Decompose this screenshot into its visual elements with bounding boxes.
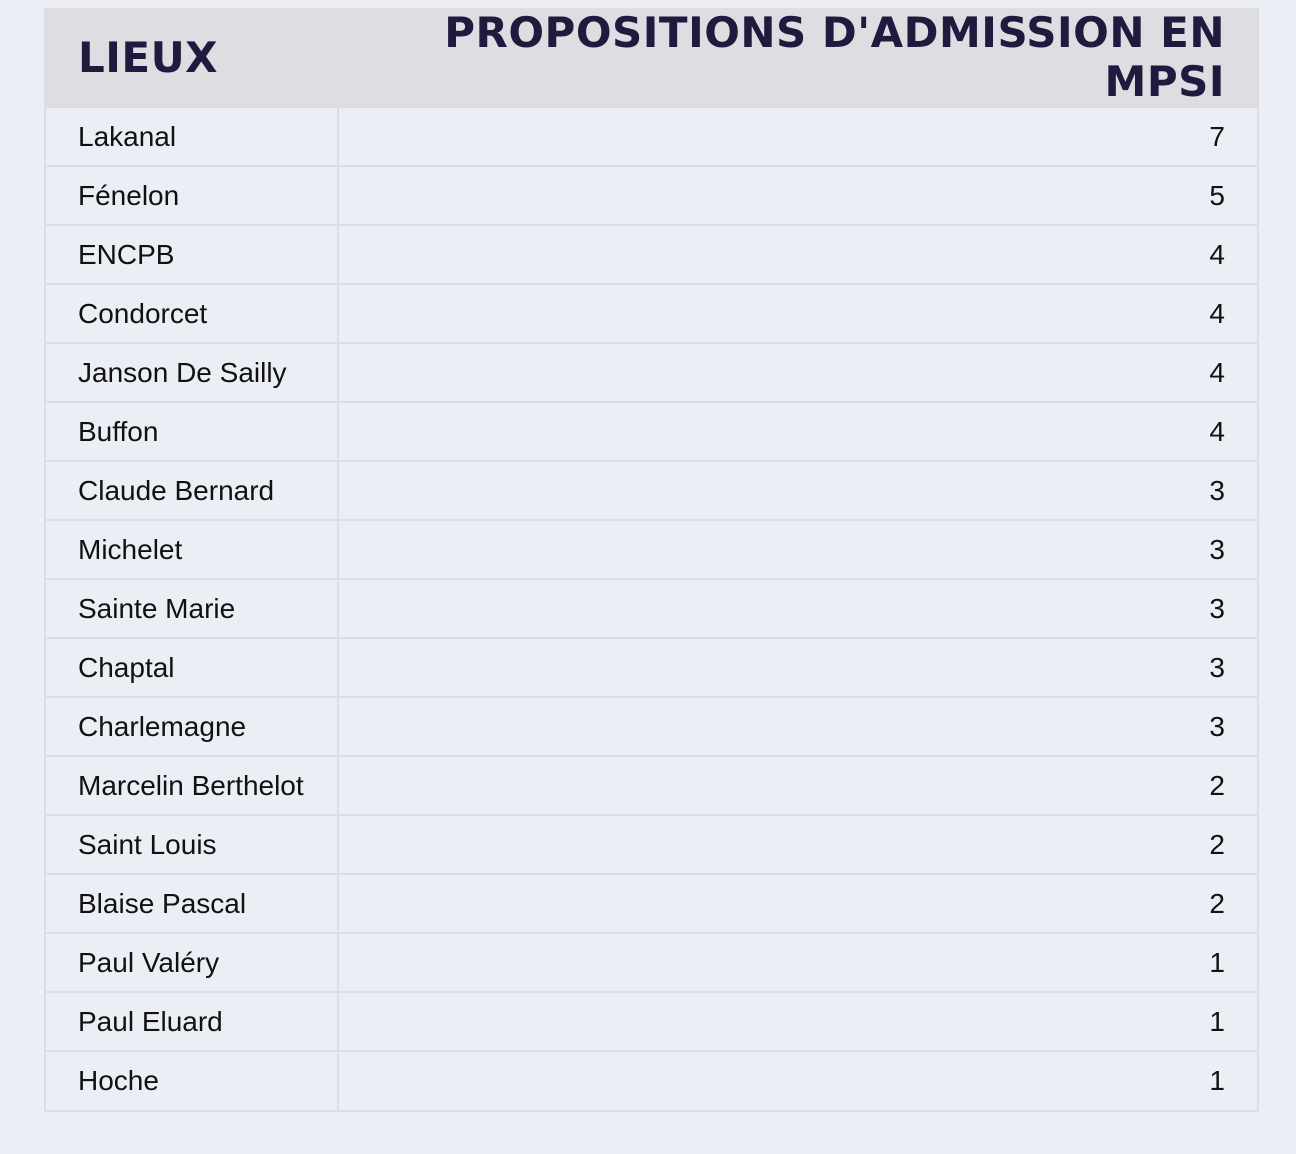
column-header-propositions: PROPOSITIONS D'ADMISSION EN MPSI xyxy=(444,8,1225,106)
location-name-cell: Fénelon xyxy=(46,165,339,225)
admission-count-cell: 1 xyxy=(338,1050,1257,1110)
admission-count-cell: 1 xyxy=(338,932,1257,992)
location-name-cell: Hoche xyxy=(46,1050,339,1110)
location-name-cell: Buffon xyxy=(46,401,339,461)
location-name-cell: Michelet xyxy=(46,519,339,579)
table-row: Marcelin Berthelot 2 xyxy=(46,755,1257,815)
location-name-cell: Charlemagne xyxy=(46,696,339,756)
table-header: LIEUX PROPOSITIONS D'ADMISSION EN MPSI xyxy=(46,8,1257,107)
table-row: Saint Louis 2 xyxy=(46,814,1257,874)
table-header-row: LIEUX PROPOSITIONS D'ADMISSION EN MPSI xyxy=(46,8,1257,107)
location-name-cell: Janson De Sailly xyxy=(46,342,339,402)
admission-count-cell: 3 xyxy=(338,578,1257,638)
location-name-cell: Chaptal xyxy=(46,637,339,697)
admission-count-cell: 1 xyxy=(338,991,1257,1051)
admissions-table-container: LIEUX PROPOSITIONS D'ADMISSION EN MPSI L… xyxy=(44,8,1259,1112)
location-name-cell: Blaise Pascal xyxy=(46,873,339,933)
table-row: Sainte Marie 3 xyxy=(46,578,1257,638)
location-name-cell: Paul Valéry xyxy=(46,932,339,992)
admission-count-cell: 5 xyxy=(338,165,1257,225)
admission-count-cell: 4 xyxy=(338,283,1257,343)
column-header-lieux: LIEUX xyxy=(78,32,219,82)
location-name-cell: Lakanal xyxy=(46,106,339,166)
location-name-cell: Saint Louis xyxy=(46,814,339,874)
admission-count-cell: 2 xyxy=(338,755,1257,815)
location-name-cell: Claude Bernard xyxy=(46,460,339,520)
admission-count-cell: 3 xyxy=(338,696,1257,756)
table-row: Paul Eluard 1 xyxy=(46,991,1257,1051)
admission-count-cell: 2 xyxy=(338,814,1257,874)
table-row: Paul Valéry 1 xyxy=(46,932,1257,992)
admission-count-cell: 4 xyxy=(338,401,1257,461)
admission-count-cell: 2 xyxy=(338,873,1257,933)
table-row: Buffon 4 xyxy=(46,401,1257,461)
table-row: Chaptal 3 xyxy=(46,637,1257,697)
table-row: Lakanal 7 xyxy=(46,106,1257,166)
location-name-cell: Marcelin Berthelot xyxy=(46,755,339,815)
admission-count-cell: 7 xyxy=(338,106,1257,166)
table-row: Condorcet 4 xyxy=(46,283,1257,343)
table-row: Charlemagne 3 xyxy=(46,696,1257,756)
table-row: Janson De Sailly 4 xyxy=(46,342,1257,402)
location-name-cell: ENCPB xyxy=(46,224,339,284)
admission-count-cell: 4 xyxy=(338,224,1257,284)
table-row: ENCPB 4 xyxy=(46,224,1257,284)
table-body: Lakanal 7 Fénelon 5 ENCPB 4 Condorcet 4 Janson D… xyxy=(46,106,1257,1110)
table-row: Michelet 3 xyxy=(46,519,1257,579)
table-row: Hoche 1 xyxy=(46,1050,1257,1110)
admission-count-cell: 3 xyxy=(338,637,1257,697)
location-name-cell: Paul Eluard xyxy=(46,991,339,1051)
admission-count-cell: 4 xyxy=(338,342,1257,402)
table-row: Fénelon 5 xyxy=(46,165,1257,225)
admission-count-cell: 3 xyxy=(338,460,1257,520)
table-row: Claude Bernard 3 xyxy=(46,460,1257,520)
admission-count-cell: 3 xyxy=(338,519,1257,579)
table-row: Blaise Pascal 2 xyxy=(46,873,1257,933)
location-name-cell: Condorcet xyxy=(46,283,339,343)
location-name-cell: Sainte Marie xyxy=(46,578,339,638)
admissions-table: LIEUX PROPOSITIONS D'ADMISSION EN MPSI L… xyxy=(46,8,1257,1110)
